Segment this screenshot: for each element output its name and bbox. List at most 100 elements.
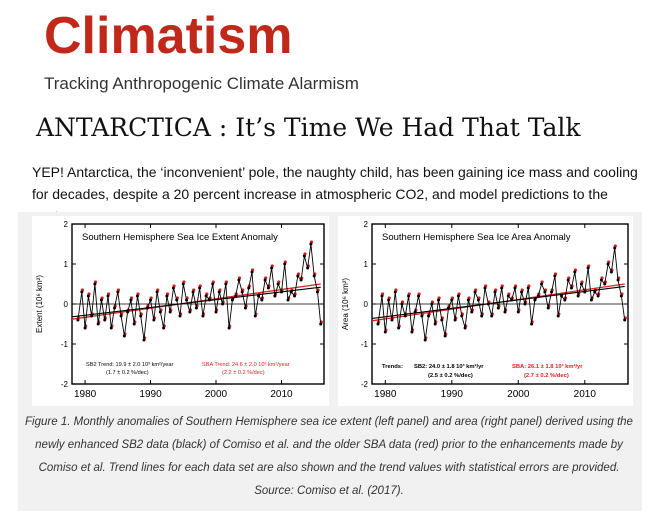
data-point-sb2 bbox=[230, 298, 234, 302]
data-point-sb2 bbox=[185, 298, 189, 302]
data-point-sb2 bbox=[470, 310, 474, 314]
data-point-sb2 bbox=[250, 270, 254, 274]
data-point-sb2 bbox=[609, 270, 613, 274]
trend-annotation: SBA Trend: 24.6 ± 2.0 10³ km²/year bbox=[202, 362, 290, 368]
data-point-sb2 bbox=[466, 298, 470, 302]
data-point-sb2 bbox=[283, 262, 287, 266]
data-point-sb2 bbox=[181, 282, 185, 286]
data-point-sb2 bbox=[155, 290, 159, 294]
data-point-sb2 bbox=[135, 294, 139, 298]
data-point-sb2 bbox=[520, 290, 524, 294]
trend-annotation: SBA: 26.1 ± 1.8 10³ km²/yr bbox=[512, 363, 583, 370]
data-point-sb2 bbox=[403, 314, 407, 318]
data-point-sb2 bbox=[96, 322, 100, 326]
data-point-sb2 bbox=[86, 294, 90, 298]
data-point-sb2 bbox=[126, 310, 130, 314]
data-point-sb2 bbox=[276, 282, 280, 286]
data-point-sb2 bbox=[122, 334, 126, 338]
data-point-sb2 bbox=[296, 274, 300, 278]
data-point-sb2 bbox=[211, 282, 215, 286]
trend-line-sb2 bbox=[71, 286, 321, 318]
y-tick-label: 1 bbox=[364, 260, 369, 269]
y-tick-label: 1 bbox=[64, 260, 69, 269]
site-tagline: Tracking Anthropogenic Climate Alarmism bbox=[44, 74, 359, 93]
data-point-sb2 bbox=[76, 318, 80, 322]
data-point-sb2 bbox=[500, 286, 504, 290]
data-point-sb2 bbox=[198, 286, 202, 290]
data-point-sb2 bbox=[436, 298, 440, 302]
data-point-sb2 bbox=[93, 282, 97, 286]
data-point-sb2 bbox=[175, 298, 179, 302]
data-point-sb2 bbox=[191, 290, 195, 294]
data-point-sb2 bbox=[490, 314, 494, 318]
data-point-sb2 bbox=[299, 278, 303, 282]
data-point-sb2 bbox=[266, 286, 270, 290]
y-axis-label: Area (10⁶ km²) bbox=[341, 278, 350, 331]
data-point-sb2 bbox=[589, 298, 593, 302]
data-point-sb2 bbox=[543, 290, 547, 294]
data-point-sb2 bbox=[201, 314, 205, 318]
data-point-sb2 bbox=[619, 294, 623, 298]
data-point-sb2 bbox=[217, 290, 221, 294]
extent-anomaly-plot: -2 -1 0 1 2 1980 1990 2000 2010 Extent (10⁶ km²) S… bbox=[35, 220, 325, 400]
x-tick-label: 1990 bbox=[441, 389, 464, 400]
x-tick-label: 1980 bbox=[74, 389, 97, 400]
data-point-sb2 bbox=[113, 306, 117, 310]
trend-annotation: SB2: 24.0 ± 1.8 10³ km²/yr bbox=[414, 363, 484, 370]
site-title[interactable]: Climatism bbox=[44, 7, 293, 65]
data-point-sb2 bbox=[99, 298, 103, 302]
post-title: ANTARCTICA : It’s Time We Had That Talk bbox=[36, 113, 581, 142]
data-point-sb2 bbox=[623, 318, 627, 322]
data-point-sb2 bbox=[253, 314, 257, 318]
data-point-sb2 bbox=[129, 298, 133, 302]
data-point-sb2 bbox=[603, 282, 607, 286]
y-tick-label: -1 bbox=[61, 340, 69, 349]
data-point-sb2 bbox=[380, 294, 384, 298]
y-axis-label: Extent (10⁶ km²) bbox=[35, 275, 44, 333]
data-point-sb2 bbox=[302, 254, 306, 258]
data-point-sb2 bbox=[286, 298, 290, 302]
data-point-sb2 bbox=[224, 282, 228, 286]
data-point-sb2 bbox=[80, 290, 84, 294]
data-point-sb2 bbox=[423, 338, 427, 342]
data-point-sb2 bbox=[420, 314, 424, 318]
data-point-sb2 bbox=[263, 278, 267, 282]
data-point-sb2 bbox=[593, 290, 597, 294]
y-tick-label: 0 bbox=[64, 300, 69, 309]
data-point-sb2 bbox=[563, 298, 567, 302]
data-point-sb2 bbox=[483, 286, 487, 290]
y-tick-label: -2 bbox=[361, 380, 369, 389]
data-point-sb2 bbox=[523, 302, 527, 306]
chart-title: Southern Hemisphere Sea Ice Area Anomaly bbox=[382, 232, 571, 243]
data-point-sb2 bbox=[456, 294, 460, 298]
x-tick-label: 1990 bbox=[139, 389, 162, 400]
data-point-sb2 bbox=[390, 318, 394, 322]
x-tick-label: 2000 bbox=[205, 389, 228, 400]
data-point-sb2 bbox=[476, 298, 480, 302]
data-point-sb2 bbox=[109, 326, 113, 330]
data-point-sb2 bbox=[496, 306, 500, 310]
data-point-sb2 bbox=[579, 282, 583, 286]
data-point-sb2 bbox=[613, 246, 617, 250]
x-tick-label: 1980 bbox=[374, 389, 397, 400]
data-point-sb2 bbox=[566, 278, 570, 282]
data-point-sb2 bbox=[188, 310, 192, 314]
data-point-sb2 bbox=[270, 266, 274, 270]
trend-annotation: Trends: bbox=[382, 364, 403, 370]
trend-annotation: (1.7 ± 0.2 %/dec) bbox=[106, 370, 149, 376]
data-point-sb2 bbox=[90, 314, 94, 318]
data-point-sb2 bbox=[319, 322, 323, 326]
data-point-sb2 bbox=[606, 262, 610, 266]
y-tick-label: 0 bbox=[364, 300, 369, 309]
data-point-sb2 bbox=[397, 326, 401, 330]
series-line-sb2 bbox=[377, 247, 626, 341]
data-point-sb2 bbox=[309, 242, 313, 246]
data-point-sb2 bbox=[152, 318, 156, 322]
data-point-sb2 bbox=[312, 274, 316, 278]
data-point-sb2 bbox=[383, 330, 387, 334]
data-point-sb2 bbox=[315, 290, 319, 294]
data-point-sb2 bbox=[560, 294, 564, 298]
extent-anomaly-chart: -2 -1 0 1 2 1980 1990 2000 2010 Extent (10⁶ km²) S… bbox=[32, 216, 329, 406]
data-point-sb2 bbox=[433, 322, 437, 326]
data-point-sb2 bbox=[576, 294, 580, 298]
